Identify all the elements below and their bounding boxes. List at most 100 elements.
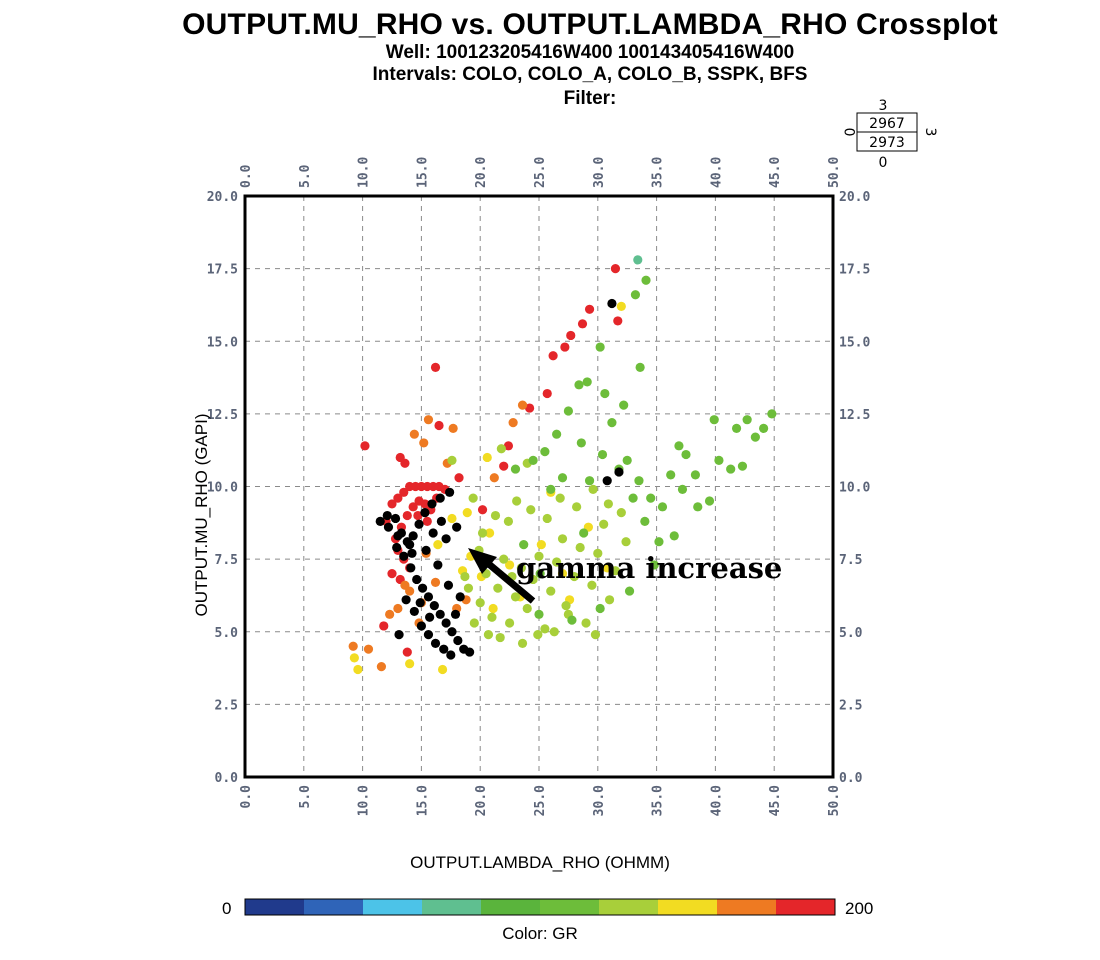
data-point bbox=[552, 557, 562, 567]
data-point bbox=[475, 598, 485, 608]
data-point bbox=[731, 423, 742, 433]
data-point bbox=[649, 560, 659, 570]
data-point bbox=[427, 499, 437, 509]
colorbar-frame bbox=[244, 898, 836, 916]
x-tick-label-top: 35.0 bbox=[651, 157, 666, 188]
data-point bbox=[517, 638, 528, 648]
data-point bbox=[614, 467, 624, 477]
data-point bbox=[557, 473, 568, 483]
data-point bbox=[413, 510, 423, 521]
data-point bbox=[561, 601, 571, 611]
data-point bbox=[704, 496, 715, 506]
data-point bbox=[572, 502, 582, 512]
colorbar-segment bbox=[245, 899, 305, 915]
data-point bbox=[383, 522, 394, 532]
y-tick-label-right: 10.0 bbox=[839, 481, 870, 496]
tick-labels: 0.0 0.02.5 2.55.0 5.07.5 7.510.0 10.012.5 12.5… bbox=[207, 157, 871, 817]
data-point bbox=[634, 476, 644, 486]
colorbar-segment bbox=[658, 899, 718, 915]
data-point bbox=[390, 513, 401, 524]
data-point bbox=[420, 508, 430, 518]
x-tick-label-bottom: 50.0 bbox=[827, 785, 842, 816]
data-point bbox=[584, 476, 595, 486]
data-point bbox=[433, 540, 443, 550]
annotation-text: gamma increase bbox=[516, 551, 782, 585]
data-point bbox=[446, 650, 456, 660]
data-point bbox=[485, 528, 495, 538]
data-point bbox=[379, 621, 389, 631]
y-tick-label-right: 5.0 bbox=[839, 626, 863, 641]
data-point bbox=[610, 264, 621, 274]
data-point bbox=[463, 583, 474, 593]
data-point bbox=[555, 493, 565, 503]
data-point bbox=[394, 630, 404, 640]
data-points bbox=[348, 255, 777, 675]
data-point bbox=[399, 487, 409, 497]
data-point bbox=[567, 615, 577, 625]
data-point bbox=[387, 569, 397, 579]
data-point bbox=[375, 516, 385, 526]
data-point bbox=[503, 441, 514, 451]
data-point bbox=[681, 449, 691, 460]
y-tick-label-left: 17.5 bbox=[207, 263, 238, 278]
data-point bbox=[597, 449, 608, 460]
filter-subtitle: Filter: bbox=[563, 88, 617, 109]
data-point bbox=[607, 298, 617, 309]
data-point bbox=[505, 618, 515, 628]
data-point bbox=[607, 417, 617, 428]
data-point bbox=[430, 638, 441, 648]
data-point bbox=[640, 516, 650, 526]
data-point bbox=[454, 473, 464, 483]
data-point bbox=[434, 420, 444, 431]
y-tick-label-left: 15.0 bbox=[207, 335, 238, 350]
data-point bbox=[557, 534, 568, 544]
data-point bbox=[619, 400, 629, 410]
data-point bbox=[526, 505, 536, 515]
data-point bbox=[405, 540, 415, 550]
x-tick-label-bottom: 45.0 bbox=[768, 785, 783, 816]
data-point bbox=[392, 542, 402, 553]
y-tick-label-right: 17.5 bbox=[839, 263, 870, 278]
colorbar-segment bbox=[717, 899, 777, 915]
x-tick-label-top: 25.0 bbox=[533, 157, 548, 188]
data-point bbox=[510, 592, 521, 602]
data-point bbox=[393, 493, 403, 503]
data-point bbox=[600, 388, 610, 399]
y-tick-label-right: 2.5 bbox=[839, 698, 862, 713]
data-point bbox=[443, 580, 454, 590]
data-point bbox=[409, 606, 419, 617]
y-tick-label-left: 2.5 bbox=[215, 698, 238, 713]
colorbar-segment bbox=[363, 899, 423, 915]
data-point bbox=[412, 574, 422, 585]
data-point bbox=[402, 647, 412, 657]
data-point bbox=[517, 400, 528, 410]
colorbar-segment bbox=[776, 899, 836, 915]
data-point bbox=[363, 644, 374, 654]
corner-left-label: 0 bbox=[843, 128, 859, 137]
data-point bbox=[477, 528, 488, 538]
data-point bbox=[409, 429, 419, 439]
data-point bbox=[677, 484, 688, 495]
data-point bbox=[353, 664, 363, 675]
data-point bbox=[477, 505, 488, 515]
corner-value-2: 2973 bbox=[869, 135, 905, 151]
data-point bbox=[552, 429, 562, 439]
data-point bbox=[408, 502, 418, 512]
data-point bbox=[528, 455, 538, 465]
y-tick-label-left: 5.0 bbox=[215, 626, 239, 641]
data-point bbox=[447, 627, 457, 637]
data-point bbox=[430, 362, 441, 372]
corner-top-label: 3 bbox=[879, 98, 888, 114]
data-point bbox=[387, 499, 397, 509]
data-point bbox=[533, 630, 543, 640]
colorbar-segment bbox=[422, 899, 482, 915]
chart-title: OUTPUT.MU_RHO vs. OUTPUT.LAMBDA_RHO Cros… bbox=[182, 8, 998, 41]
data-point bbox=[401, 595, 411, 605]
colorbar-segment bbox=[599, 899, 659, 915]
data-point bbox=[549, 627, 559, 637]
data-point bbox=[759, 423, 769, 433]
data-point bbox=[590, 630, 601, 640]
data-point bbox=[460, 571, 470, 582]
data-point bbox=[393, 531, 403, 541]
colorbar-max-label: 200 bbox=[845, 899, 874, 918]
